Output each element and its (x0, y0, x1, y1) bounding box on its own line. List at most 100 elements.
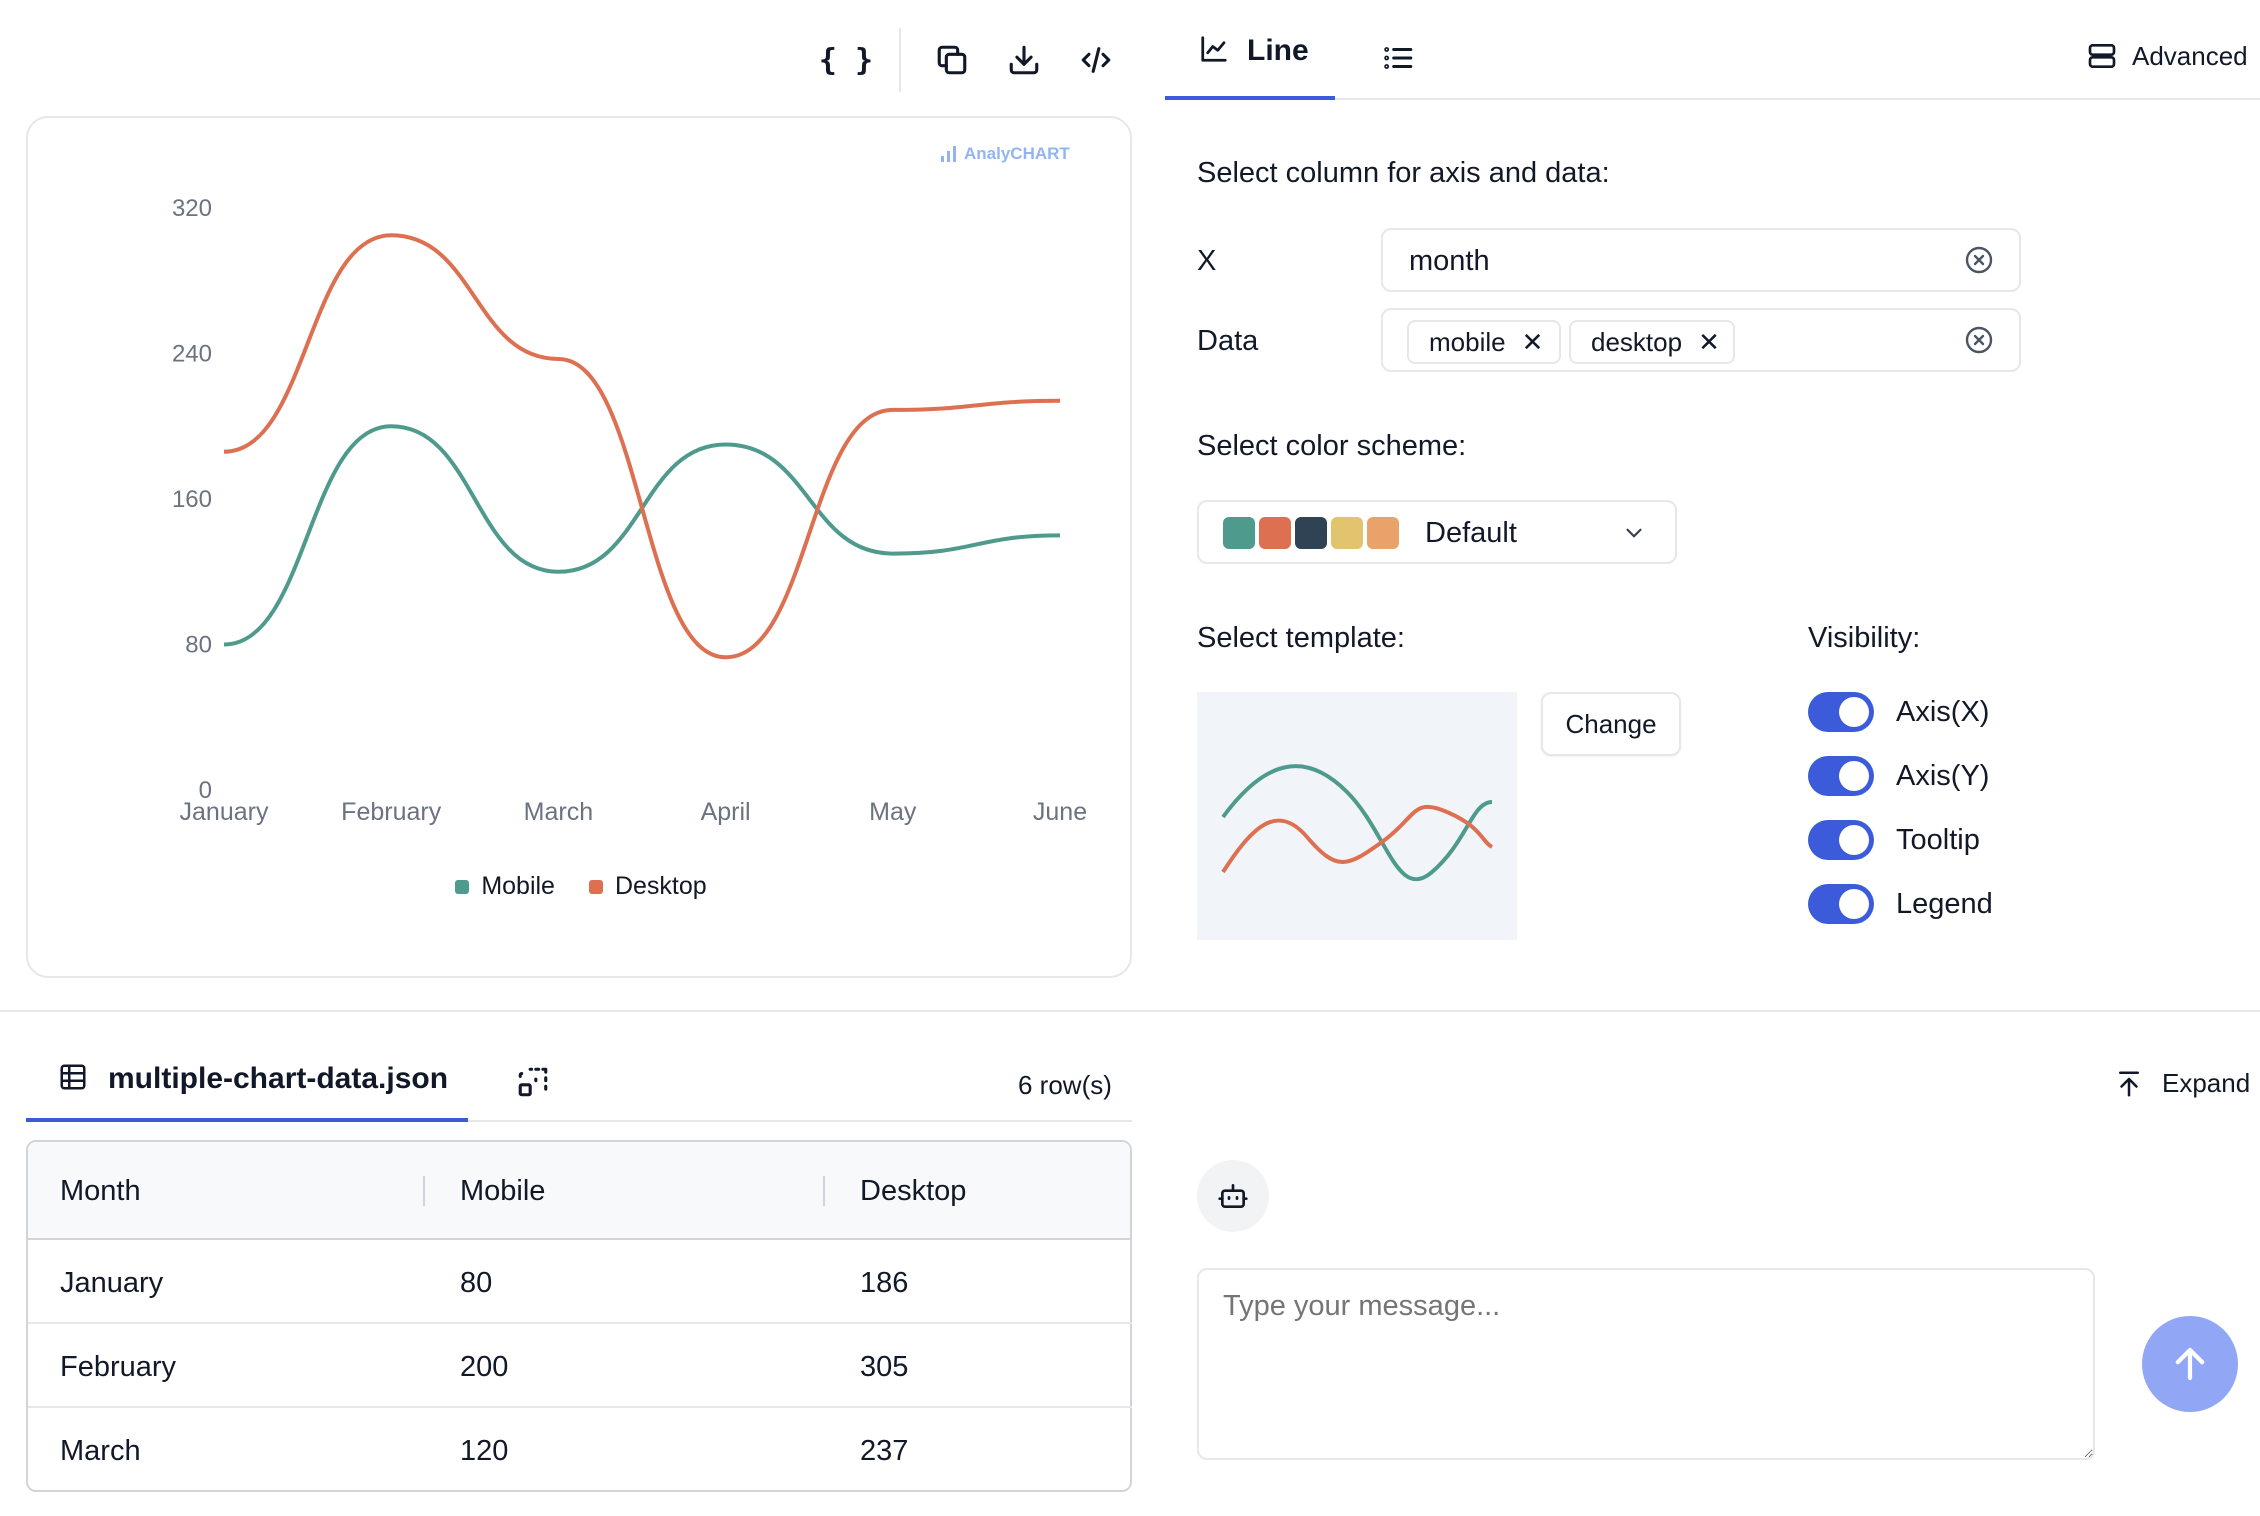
select-area-icon (518, 1067, 548, 1097)
column-header-mobile[interactable]: Mobile (460, 1175, 546, 1207)
file-name: multiple-chart-data.json (108, 1062, 449, 1095)
tab-list[interactable] (1370, 30, 1426, 86)
download-button[interactable] (996, 32, 1052, 88)
toggle-axis-x[interactable] (1808, 692, 1874, 732)
change-template-label: Change (1565, 708, 1657, 739)
line-chart-icon (1201, 36, 1227, 62)
line-chart[interactable]: 0 80 160 240 320 January February March April May… (28, 118, 1134, 978)
list-icon (1384, 47, 1413, 69)
chip-mobile: mobile ✕ (1407, 320, 1561, 364)
download-icon (1009, 45, 1039, 75)
color-scheme-heading: Select color scheme: (1197, 430, 1467, 462)
section-divider (0, 1010, 2260, 1012)
legend-item-mobile[interactable]: Mobile (455, 872, 555, 901)
template-preview[interactable] (1197, 692, 1517, 940)
legend-item-desktop[interactable]: Desktop (588, 872, 707, 901)
y-tick-label: 160 (172, 486, 212, 513)
column-header-month[interactable]: Month (60, 1175, 141, 1207)
x-tick-label: April (701, 798, 751, 826)
color-scheme-select[interactable]: Default (1197, 500, 1677, 564)
chat-message-input[interactable] (1197, 1268, 2095, 1460)
advanced-label: Advanced (2132, 40, 2248, 71)
chip-mobile-label: mobile (1429, 326, 1506, 357)
x-label: X (1197, 245, 1217, 277)
color-swatches (1223, 517, 1399, 549)
tab-line[interactable]: Line (1165, 34, 1335, 100)
table-cell: January (60, 1267, 164, 1299)
table-cell: 200 (460, 1351, 509, 1383)
row-divider (28, 1406, 1132, 1408)
remove-icon[interactable]: ✕ (1521, 326, 1544, 357)
chart-legend: Mobile Desktop (28, 872, 1134, 901)
y-tick-label: 240 (172, 341, 212, 368)
color-swatch (1331, 517, 1363, 549)
x-tick-label: March (524, 798, 593, 826)
table-cell: 120 (460, 1435, 509, 1467)
column-resizer[interactable] (823, 1176, 825, 1206)
table-cell: 305 (860, 1351, 909, 1383)
toggle-tooltip[interactable] (1808, 820, 1874, 860)
braces-icon: { } (818, 42, 874, 78)
series-line-desktop[interactable] (223, 233, 1061, 660)
tab-underline (468, 1120, 1132, 1122)
color-swatch (1367, 517, 1399, 549)
advanced-button[interactable]: Advanced (2086, 40, 2248, 72)
toolbar-divider (899, 28, 901, 92)
table-cell: March (60, 1435, 141, 1467)
chip-desktop: desktop ✕ (1569, 320, 1735, 364)
send-button[interactable] (2142, 1316, 2238, 1412)
watermark-text: AnalyCHART (964, 144, 1070, 163)
y-tick-label: 320 (172, 195, 212, 222)
tab-line-label: Line (1247, 34, 1309, 67)
expand-button[interactable]: Expand (2114, 1068, 2250, 1099)
clear-circle-icon[interactable] (1963, 324, 1995, 356)
color-swatch (1295, 517, 1327, 549)
copy-icon (937, 45, 967, 75)
arrow-up-to-line-icon (2119, 1071, 2139, 1096)
row-divider (28, 1322, 1132, 1324)
column-header-desktop[interactable]: Desktop (860, 1175, 967, 1207)
table-icon (60, 1064, 86, 1090)
x-tick-label: February (341, 798, 442, 826)
legend-swatch-mobile (455, 879, 470, 894)
x-tick-label: June (1033, 798, 1087, 826)
column-resizer[interactable] (423, 1176, 425, 1206)
y-tick-label: 80 (185, 632, 212, 659)
change-template-button[interactable]: Change (1541, 692, 1681, 756)
copy-button[interactable] (924, 32, 980, 88)
table-header (28, 1142, 1130, 1240)
server-icon (2088, 44, 2116, 68)
color-swatch (1259, 517, 1291, 549)
embed-code-button[interactable] (1068, 32, 1124, 88)
series-line-mobile[interactable] (223, 424, 1061, 647)
legend-label-desktop: Desktop (614, 872, 707, 900)
x-column-select[interactable]: month (1381, 228, 2021, 292)
toggle-legend[interactable] (1808, 884, 1874, 924)
table-cell: February (60, 1351, 177, 1383)
row-count: 6 row(s) (1018, 1070, 1112, 1100)
data-table (26, 1140, 1132, 1492)
visibility-heading: Visibility: (1808, 622, 1921, 654)
template-thumbnail (1221, 764, 1494, 882)
remove-icon[interactable]: ✕ (1698, 326, 1720, 357)
data-columns-select[interactable]: mobile ✕ desktop ✕ (1381, 308, 2021, 372)
toggle-axis-y[interactable] (1808, 756, 1874, 796)
chip-desktop-label: desktop (1591, 326, 1683, 357)
clear-circle-icon[interactable] (1963, 244, 1995, 276)
table-cell: 80 (460, 1267, 493, 1299)
legend-label-mobile: Mobile (481, 872, 555, 900)
legend-swatch-desktop (588, 879, 603, 894)
tab-bar (1165, 98, 2260, 100)
json-view-button[interactable]: { } (818, 32, 874, 88)
bot-icon (1218, 1184, 1248, 1208)
expand-label: Expand (2162, 1068, 2251, 1098)
arrow-up-icon (2175, 1347, 2205, 1381)
table-cell: 186 (860, 1267, 909, 1299)
toggle-legend-label: Legend (1896, 888, 1993, 920)
select-area-button[interactable] (505, 1054, 561, 1110)
assistant-avatar (1197, 1160, 1269, 1232)
toggle-tooltip-label: Tooltip (1896, 824, 1980, 856)
tab-file[interactable]: multiple-chart-data.json (26, 1062, 468, 1122)
toggle-axis-y-label: Axis(Y) (1896, 760, 1990, 792)
watermark: AnalyCHART (940, 144, 1070, 164)
